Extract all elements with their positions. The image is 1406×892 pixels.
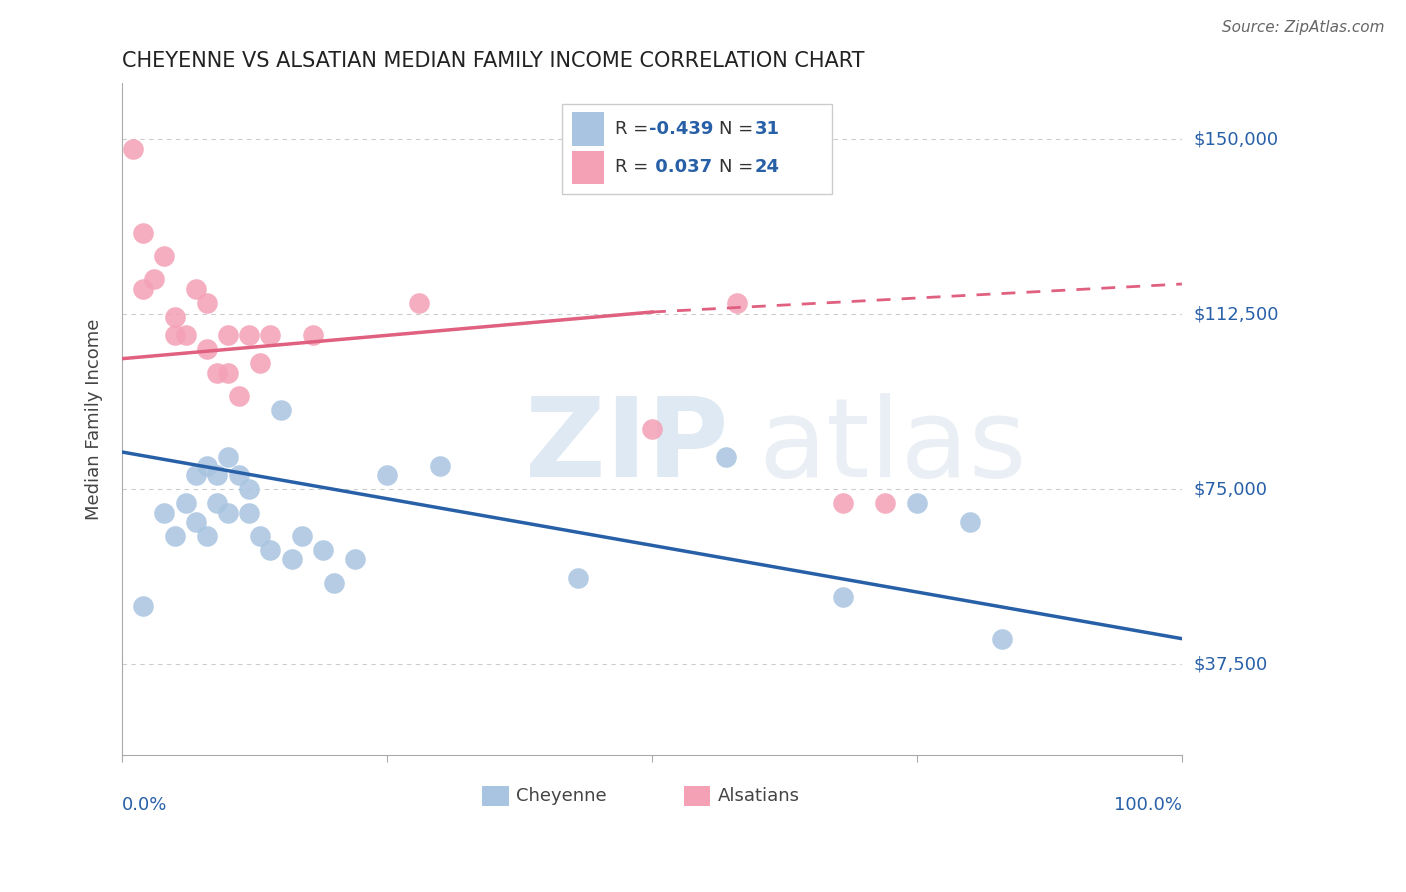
- Point: [714, 450, 737, 464]
- Point: [831, 496, 853, 510]
- Point: [195, 295, 218, 310]
- Point: [195, 458, 218, 473]
- Text: 100.0%: 100.0%: [1114, 796, 1182, 814]
- Text: 24: 24: [755, 159, 780, 177]
- Point: [375, 468, 398, 483]
- Text: 0.037: 0.037: [648, 159, 711, 177]
- Point: [207, 468, 229, 483]
- Point: [875, 496, 897, 510]
- Text: R =: R =: [614, 159, 654, 177]
- Point: [831, 590, 853, 604]
- Point: [174, 328, 197, 343]
- Point: [323, 575, 346, 590]
- FancyBboxPatch shape: [482, 786, 509, 805]
- Text: Source: ZipAtlas.com: Source: ZipAtlas.com: [1222, 20, 1385, 35]
- Text: $37,500: $37,500: [1194, 656, 1267, 673]
- Text: Alsatians: Alsatians: [717, 787, 800, 805]
- Point: [249, 529, 271, 543]
- Point: [217, 366, 239, 380]
- Point: [217, 328, 239, 343]
- Point: [163, 328, 186, 343]
- Point: [259, 543, 281, 558]
- FancyBboxPatch shape: [683, 786, 710, 805]
- Point: [132, 282, 155, 296]
- Point: [725, 295, 748, 310]
- Point: [163, 310, 186, 324]
- Point: [344, 552, 367, 566]
- Point: [408, 295, 430, 310]
- Point: [280, 552, 302, 566]
- Point: [228, 389, 250, 403]
- Text: atlas: atlas: [758, 392, 1026, 500]
- Point: [270, 403, 292, 417]
- Point: [217, 450, 239, 464]
- Text: 0.0%: 0.0%: [122, 796, 167, 814]
- Point: [429, 458, 451, 473]
- Text: $75,000: $75,000: [1194, 481, 1267, 499]
- Point: [207, 366, 229, 380]
- Point: [121, 142, 143, 156]
- Text: CHEYENNE VS ALSATIAN MEDIAN FAMILY INCOME CORRELATION CHART: CHEYENNE VS ALSATIAN MEDIAN FAMILY INCOM…: [122, 51, 865, 70]
- Point: [301, 328, 323, 343]
- Point: [163, 529, 186, 543]
- Point: [228, 468, 250, 483]
- Point: [959, 515, 981, 529]
- FancyBboxPatch shape: [572, 112, 605, 146]
- Point: [174, 496, 197, 510]
- Point: [567, 571, 589, 585]
- Text: Cheyenne: Cheyenne: [516, 787, 607, 805]
- Point: [186, 515, 208, 529]
- Point: [238, 506, 260, 520]
- Point: [249, 356, 271, 370]
- Point: [291, 529, 314, 543]
- Point: [207, 496, 229, 510]
- Point: [905, 496, 928, 510]
- Point: [238, 328, 260, 343]
- Text: -0.439: -0.439: [648, 120, 713, 138]
- Text: $112,500: $112,500: [1194, 305, 1278, 323]
- Text: N =: N =: [718, 159, 759, 177]
- Text: N =: N =: [718, 120, 759, 138]
- Point: [641, 422, 664, 436]
- Point: [217, 506, 239, 520]
- Point: [186, 282, 208, 296]
- Point: [153, 506, 176, 520]
- Text: ZIP: ZIP: [524, 392, 728, 500]
- Point: [195, 529, 218, 543]
- Point: [132, 226, 155, 240]
- Point: [990, 632, 1012, 646]
- Text: R =: R =: [614, 120, 654, 138]
- FancyBboxPatch shape: [562, 103, 832, 194]
- Point: [259, 328, 281, 343]
- Point: [132, 599, 155, 613]
- Y-axis label: Median Family Income: Median Family Income: [86, 318, 103, 520]
- Point: [238, 483, 260, 497]
- FancyBboxPatch shape: [572, 151, 605, 184]
- Point: [153, 249, 176, 263]
- Point: [195, 343, 218, 357]
- Point: [142, 272, 165, 286]
- Text: 31: 31: [755, 120, 780, 138]
- Point: [186, 468, 208, 483]
- Point: [312, 543, 335, 558]
- Text: $150,000: $150,000: [1194, 130, 1278, 148]
